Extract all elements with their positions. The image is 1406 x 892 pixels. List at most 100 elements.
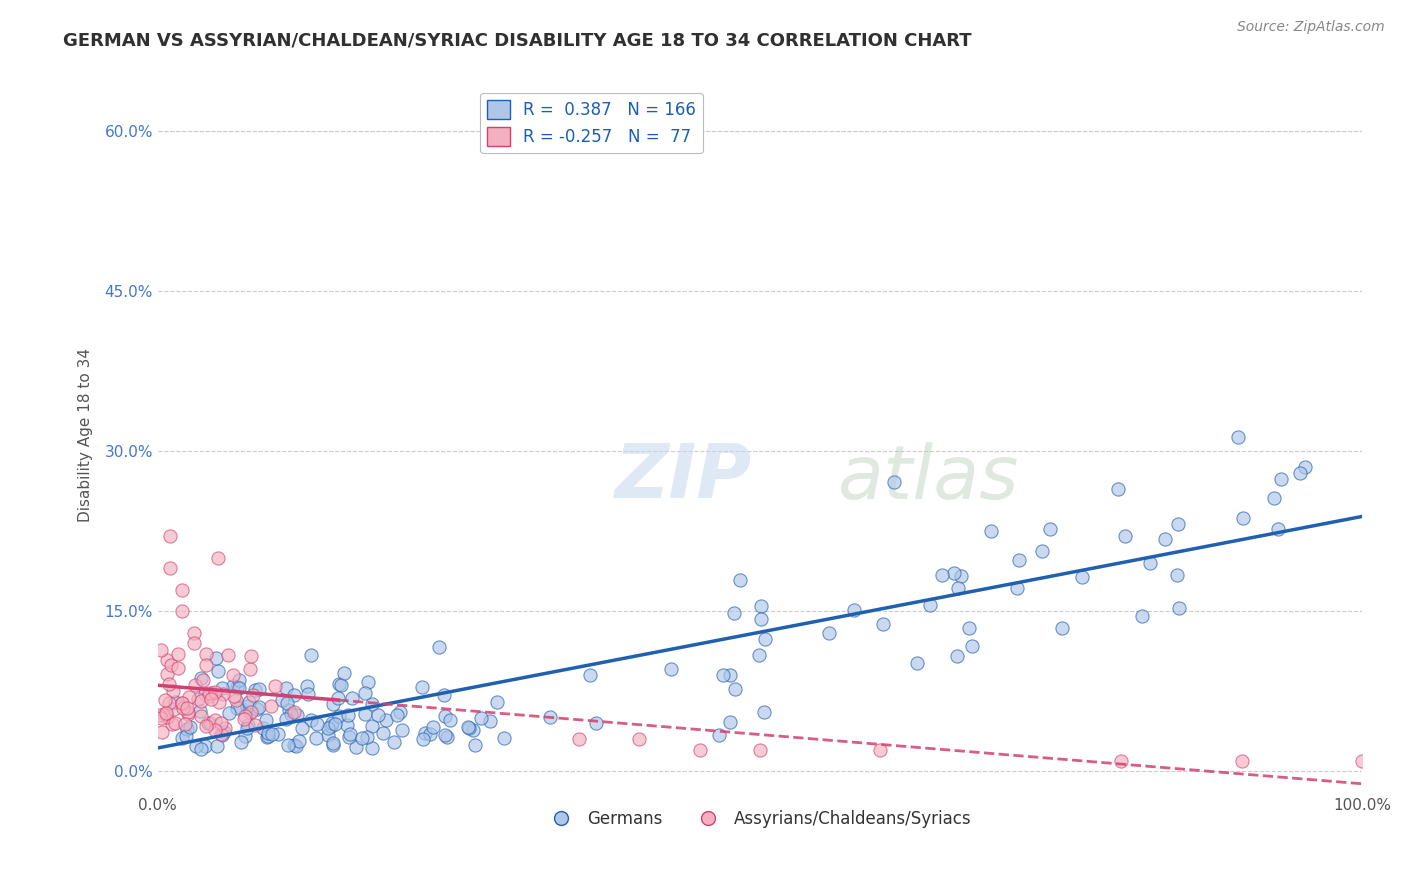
Point xyxy=(194,687,217,701)
Point xyxy=(844,603,866,617)
Point xyxy=(159,561,181,575)
Point xyxy=(295,679,318,693)
Point xyxy=(285,707,308,722)
Point xyxy=(170,696,193,710)
Point xyxy=(228,681,250,695)
Text: atlas: atlas xyxy=(838,442,1019,514)
Point xyxy=(723,607,745,621)
Point xyxy=(179,720,201,734)
Point xyxy=(373,726,395,740)
Point xyxy=(280,706,302,721)
Point xyxy=(1005,581,1028,595)
Point xyxy=(724,681,747,696)
Point xyxy=(429,640,451,654)
Point xyxy=(172,701,194,715)
Point xyxy=(242,688,264,702)
Point xyxy=(458,721,481,735)
Point xyxy=(209,716,232,731)
Point xyxy=(470,710,492,724)
Point xyxy=(252,721,274,735)
Point xyxy=(1114,529,1136,543)
Point xyxy=(226,701,249,715)
Point xyxy=(749,599,772,614)
Point xyxy=(225,680,247,694)
Point xyxy=(321,718,343,732)
Point xyxy=(200,692,222,706)
Point xyxy=(278,703,301,717)
Point xyxy=(197,686,219,700)
Point xyxy=(323,716,346,731)
Point xyxy=(263,679,285,693)
Point xyxy=(191,673,214,687)
Point xyxy=(205,739,228,754)
Point xyxy=(204,685,226,699)
Point xyxy=(188,705,211,719)
Point xyxy=(1227,430,1250,444)
Point xyxy=(339,730,361,744)
Point xyxy=(350,731,373,745)
Point xyxy=(285,739,308,753)
Point xyxy=(711,668,734,682)
Point xyxy=(748,648,770,663)
Point xyxy=(174,729,197,743)
Point xyxy=(160,658,183,673)
Point xyxy=(207,550,229,565)
Point xyxy=(211,727,233,741)
Point xyxy=(232,712,254,726)
Point xyxy=(214,724,236,739)
Point xyxy=(170,731,193,746)
Point xyxy=(190,708,212,723)
Point xyxy=(150,725,173,739)
Point xyxy=(585,716,607,731)
Point xyxy=(163,695,186,709)
Point xyxy=(1050,621,1073,635)
Point xyxy=(579,668,602,682)
Legend: Germans, Assyrians/Chaldeans/Syriacs: Germans, Assyrians/Chaldeans/Syriacs xyxy=(541,803,979,834)
Point xyxy=(361,719,384,733)
Point xyxy=(419,727,441,741)
Point xyxy=(207,665,229,679)
Point xyxy=(165,715,187,730)
Point xyxy=(413,726,436,740)
Point xyxy=(177,705,200,719)
Point xyxy=(946,582,969,596)
Point xyxy=(356,730,378,744)
Point xyxy=(153,693,176,707)
Point xyxy=(388,705,411,719)
Point xyxy=(198,689,221,703)
Point xyxy=(1289,466,1312,480)
Point xyxy=(156,653,179,667)
Point xyxy=(247,682,270,697)
Point xyxy=(212,687,235,701)
Point xyxy=(190,742,212,756)
Point xyxy=(339,727,361,741)
Y-axis label: Disability Age 18 to 34: Disability Age 18 to 34 xyxy=(79,348,93,522)
Point xyxy=(433,728,456,742)
Point xyxy=(291,721,314,735)
Point xyxy=(1270,472,1292,486)
Point xyxy=(238,695,260,709)
Point xyxy=(931,568,953,582)
Point xyxy=(194,657,217,672)
Text: Source: ZipAtlas.com: Source: ZipAtlas.com xyxy=(1237,20,1385,34)
Point xyxy=(150,643,173,657)
Point xyxy=(262,727,284,741)
Point xyxy=(204,723,226,738)
Point xyxy=(236,718,259,732)
Point xyxy=(920,598,942,612)
Point xyxy=(183,636,205,650)
Text: ZIP: ZIP xyxy=(616,442,752,515)
Point xyxy=(385,707,408,722)
Point xyxy=(322,738,344,752)
Point xyxy=(337,707,360,722)
Point xyxy=(256,730,278,744)
Point xyxy=(883,475,905,489)
Point xyxy=(184,678,207,692)
Point xyxy=(256,729,278,743)
Point xyxy=(205,651,228,665)
Point xyxy=(949,569,972,583)
Point xyxy=(153,707,176,722)
Point xyxy=(277,738,299,752)
Point xyxy=(1070,570,1092,584)
Point xyxy=(1167,601,1189,615)
